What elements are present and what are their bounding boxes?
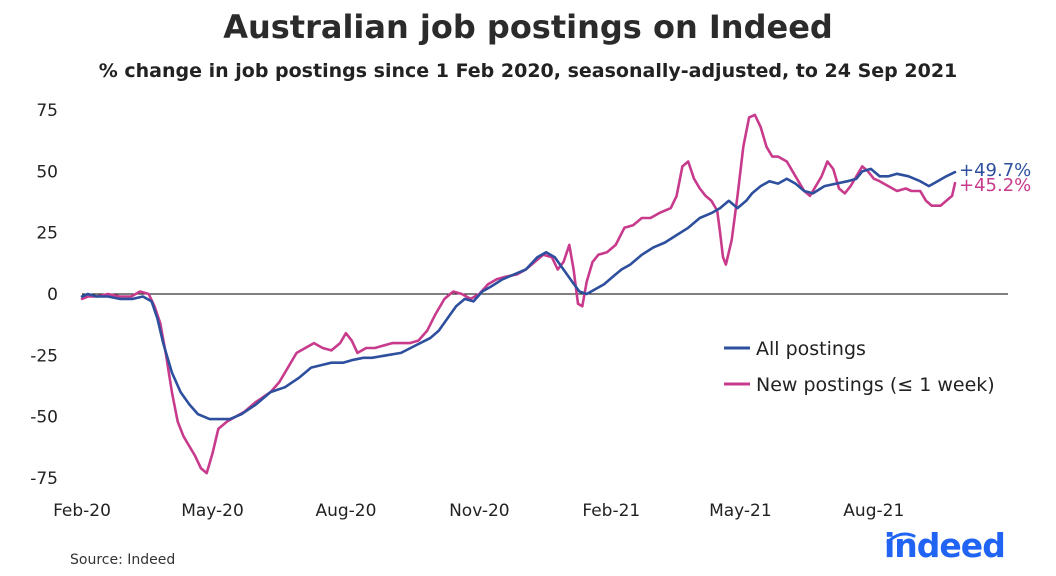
y-tick-label: 75 <box>36 101 58 121</box>
logo-arc-icon <box>886 532 916 544</box>
series-layer <box>80 113 957 475</box>
x-tick-label: Nov-20 <box>449 501 510 521</box>
y-tick-label: -75 <box>30 469 58 489</box>
y-tick-label: -25 <box>30 346 58 366</box>
legend-label-new-postings: New postings (≤ 1 week) <box>756 374 995 396</box>
indeed-logo: indeed <box>884 526 1006 565</box>
series-line-new-postings <box>80 113 957 475</box>
x-tick-label: Aug-21 <box>843 501 904 521</box>
y-tick-label: 0 <box>47 285 58 305</box>
legend-label-all-postings: All postings <box>756 338 866 360</box>
y-tick-label: 25 <box>36 224 58 244</box>
chart-title: Australian job postings on Indeed <box>223 8 833 46</box>
end-label-new-postings: +45.2% <box>959 175 1031 196</box>
axes-layer: 75 50 25 0 -25 -50 -75 Feb-20 May-20 Aug-20 Nov-20… <box>30 101 1008 521</box>
x-tick-label: May-20 <box>181 501 244 521</box>
chart-subtitle: % change in job postings since 1 Feb 202… <box>98 60 958 82</box>
x-tick-label: Aug-20 <box>315 501 376 521</box>
x-tick-label: May-21 <box>709 501 772 521</box>
end-label-all-postings: +49.7% <box>959 160 1031 181</box>
legend: All postings New postings (≤ 1 week) <box>724 338 995 396</box>
x-tick-label: Feb-20 <box>53 501 111 521</box>
y-tick-label: -50 <box>30 408 58 428</box>
source-note: Source: Indeed <box>70 552 176 568</box>
x-tick-label: Feb-21 <box>582 501 640 521</box>
y-tick-label: 50 <box>36 162 58 182</box>
series-line-all-postings <box>80 167 957 421</box>
labels-layer: +49.7%+45.2% <box>959 160 1031 196</box>
